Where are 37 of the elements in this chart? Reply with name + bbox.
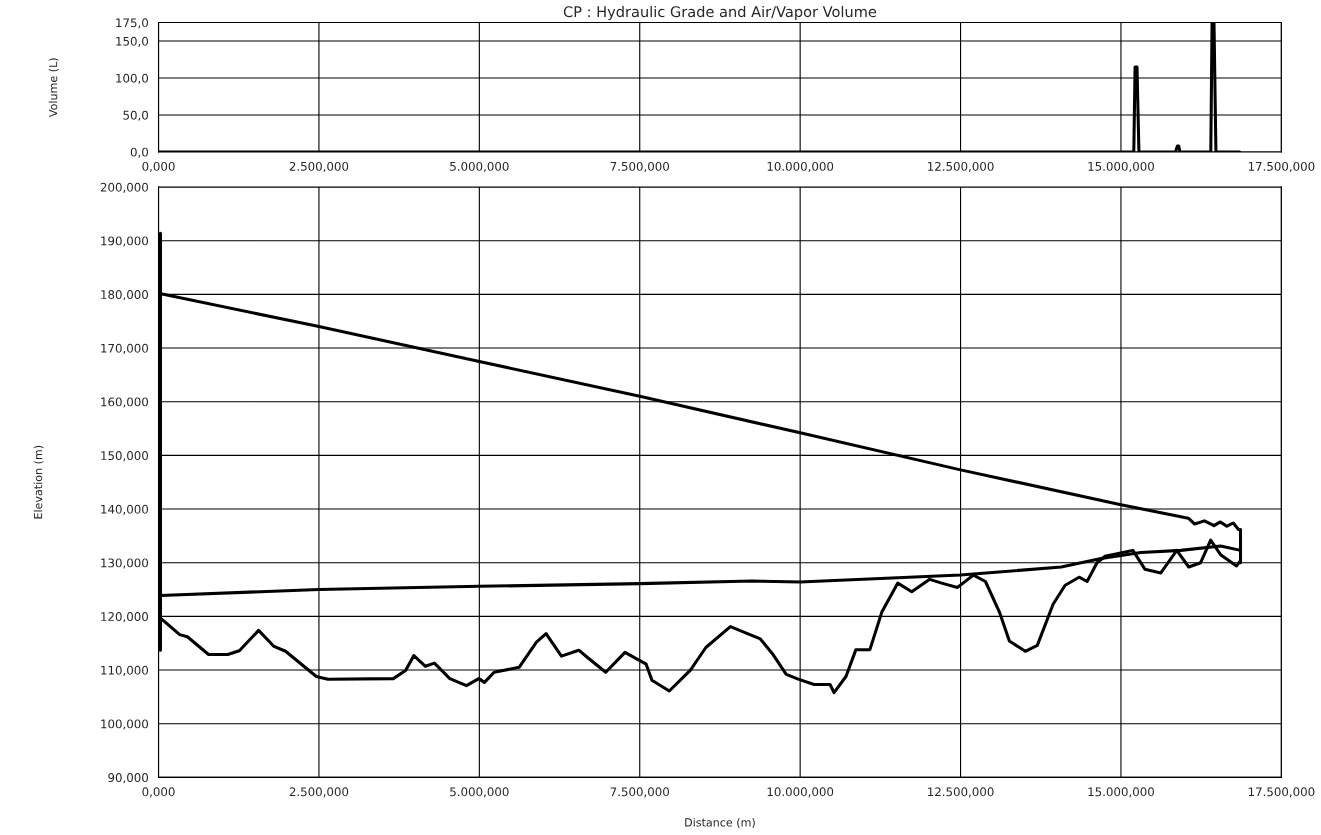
x-tick-label: 7.500,000 <box>610 161 669 173</box>
y-tick-label: 200,000 <box>100 182 149 193</box>
x-tick-label: 5.000,000 <box>450 787 509 798</box>
y-tick-label: 150,000 <box>101 451 149 462</box>
y-tick-label: 130,000 <box>101 558 149 569</box>
x-tick-label: 0,000 <box>142 787 175 798</box>
x-tick-label: 12.500,000 <box>928 161 994 173</box>
y-tick-label: 175,0 <box>116 18 149 29</box>
y-tick-label: 0,0 <box>130 147 149 158</box>
y-tick-label: 110,000 <box>101 665 149 676</box>
x-tick-label: 2.500,000 <box>289 161 349 173</box>
y-axis-title: Volume (L) <box>48 58 59 118</box>
y-tick-label: 160,000 <box>101 397 149 408</box>
y-tick-label: 150,0 <box>116 36 149 47</box>
x-tick-label: 15.000,000 <box>1088 787 1154 798</box>
x-tick-label: 17.500,000 <box>1248 161 1315 173</box>
y-tick-label: 100,000 <box>101 719 149 730</box>
x-tick-label: 10.000,000 <box>767 161 834 173</box>
y-tick-label: 180,000 <box>101 290 149 301</box>
y-tick-label: 170,000 <box>101 343 149 354</box>
y-tick-label: 140,000 <box>101 504 149 515</box>
x-tick-label: 10.000,000 <box>767 787 834 798</box>
chart-title: CP : Hydraulic Grade and Air/Vapor Volume <box>563 5 877 21</box>
x-tick-label: 12.500,000 <box>928 787 994 798</box>
y-tick-label: 90,000 <box>108 773 149 784</box>
x-axis-title: Distance (m) <box>685 817 755 828</box>
x-tick-label: 15.000,000 <box>1088 161 1154 173</box>
y-axis-title: Elevation (m) <box>33 445 44 519</box>
y-tick-label: 50,0 <box>123 110 149 121</box>
y-tick-label: 120,000 <box>101 612 149 623</box>
x-tick-label: 17.500,000 <box>1248 787 1315 798</box>
x-tick-label: 2.500,000 <box>289 787 349 798</box>
y-tick-label: 100,0 <box>116 73 149 84</box>
x-tick-label: 0,000 <box>142 161 175 173</box>
x-tick-label: 5.000,000 <box>450 161 509 173</box>
y-tick-label: 190,000 <box>101 236 149 247</box>
x-tick-label: 7.500,000 <box>610 787 669 798</box>
